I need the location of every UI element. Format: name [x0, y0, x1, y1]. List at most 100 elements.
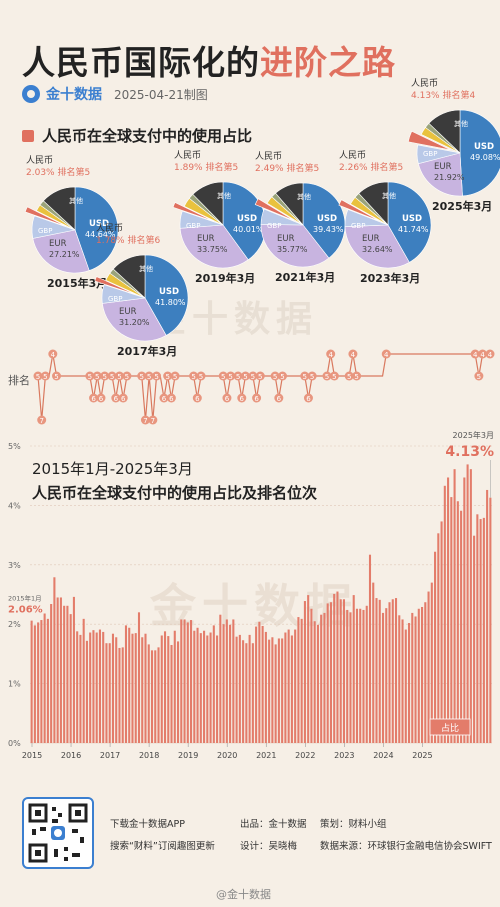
bar [199, 633, 202, 743]
rank-marker: 6 [111, 393, 121, 403]
svg-text:5: 5 [140, 373, 144, 381]
bar [212, 625, 215, 743]
bar [349, 612, 352, 743]
bar [372, 582, 375, 743]
y-tick-label: 4% [8, 501, 21, 510]
bar [346, 609, 349, 743]
bar [222, 624, 225, 743]
svg-text:4: 4 [51, 351, 56, 359]
pie-slice [192, 181, 224, 226]
usd-label: USD [89, 219, 109, 229]
rank-marker: 4 [478, 349, 488, 359]
svg-text:6: 6 [277, 395, 282, 403]
svg-text:4: 4 [480, 351, 485, 359]
rmb-share-rank: 4.13% 排名第4 [411, 91, 476, 101]
bar [407, 623, 411, 743]
eur-label: EUR [362, 234, 380, 244]
bar [63, 605, 66, 743]
svg-text:4: 4 [351, 351, 356, 359]
svg-text:6: 6 [169, 395, 174, 403]
legend: 占比 [429, 718, 471, 736]
bar [443, 485, 446, 743]
pie-slice [24, 206, 66, 227]
bar [82, 618, 85, 743]
pie-year: 2025年3月 [432, 200, 493, 213]
rank-marker: 5 [33, 371, 43, 381]
bar [154, 650, 157, 743]
other-label: 其他 [139, 264, 153, 273]
rmb-label: 人民币 [96, 224, 124, 234]
svg-text:5: 5 [102, 373, 106, 381]
bar [176, 641, 180, 743]
bar [339, 599, 342, 743]
bar [206, 635, 209, 743]
bar [219, 614, 222, 743]
bar [108, 643, 111, 743]
rank-marker: 5 [233, 371, 243, 381]
rank-marker: 4 [326, 349, 336, 359]
rank-marker: 5 [189, 371, 199, 381]
rank-marker: 5 [307, 371, 317, 381]
start-annotation-label: 2015年1月 [8, 594, 42, 603]
svg-text:5: 5 [347, 373, 351, 381]
x-tick-label: 2020 [217, 751, 237, 760]
bar [248, 634, 251, 743]
bar [232, 619, 235, 743]
gbp-label: GBP [38, 227, 52, 235]
bar [414, 616, 417, 743]
rank-marker: 4 [485, 349, 495, 359]
rank-marker: 5 [107, 371, 117, 381]
rank-marker: 4 [348, 349, 358, 359]
pie-year: 2023年3月 [360, 272, 421, 285]
bar [440, 521, 443, 743]
bar [453, 469, 456, 743]
svg-text:5: 5 [165, 373, 169, 381]
bar [287, 629, 290, 743]
bar [310, 608, 313, 743]
bar [274, 644, 277, 743]
rank-marker: 6 [252, 393, 262, 403]
eur-label: EUR [49, 239, 67, 249]
svg-text:6: 6 [225, 395, 230, 403]
svg-text:5: 5 [325, 373, 329, 381]
chart-subtitle: 人民币在全球支付中的使用占比及排名位次 [32, 484, 318, 502]
bar [479, 519, 482, 743]
rank-marker: 4 [470, 349, 480, 359]
rank-marker: 7 [148, 415, 158, 425]
bar [242, 640, 245, 743]
rank-marker: 5 [85, 371, 95, 381]
bar [300, 618, 303, 743]
bar [313, 621, 316, 743]
svg-text:5: 5 [117, 373, 121, 381]
bar [173, 630, 176, 743]
bar [486, 489, 489, 743]
rank-marker: 6 [192, 393, 202, 403]
pie-slice [101, 284, 146, 304]
bar [388, 602, 391, 743]
rank-marker: 5 [163, 371, 173, 381]
brand-logo-icon [22, 85, 40, 103]
rank-marker: 5 [137, 371, 147, 381]
rank-marker: 5 [196, 371, 206, 381]
usd-label: USD [317, 214, 337, 224]
pie-slice [459, 109, 500, 197]
rank-line [37, 353, 490, 421]
bar [466, 464, 469, 743]
rank-marker: 5 [278, 371, 288, 381]
bar [37, 622, 40, 743]
pie-slice [172, 202, 214, 222]
pie-year: 2015年3月 [47, 277, 108, 290]
rank-marker: 7 [140, 415, 150, 425]
rank-marker: 5 [144, 371, 154, 381]
svg-text:6: 6 [306, 395, 311, 403]
qr-code-icon[interactable] [22, 797, 94, 869]
rank-marker: 5 [270, 371, 280, 381]
pie-slice [32, 229, 90, 274]
bar [261, 625, 264, 743]
x-tick-label: 2018 [139, 751, 159, 760]
rmb-share-rank: 1.78% 排名第6 [96, 236, 161, 246]
svg-text:5: 5 [258, 373, 262, 381]
bar-chart: 0% 1% 2% 3% 4% 5% 2015 2016 2017 2018 2019 2020 2021… [8, 430, 494, 760]
